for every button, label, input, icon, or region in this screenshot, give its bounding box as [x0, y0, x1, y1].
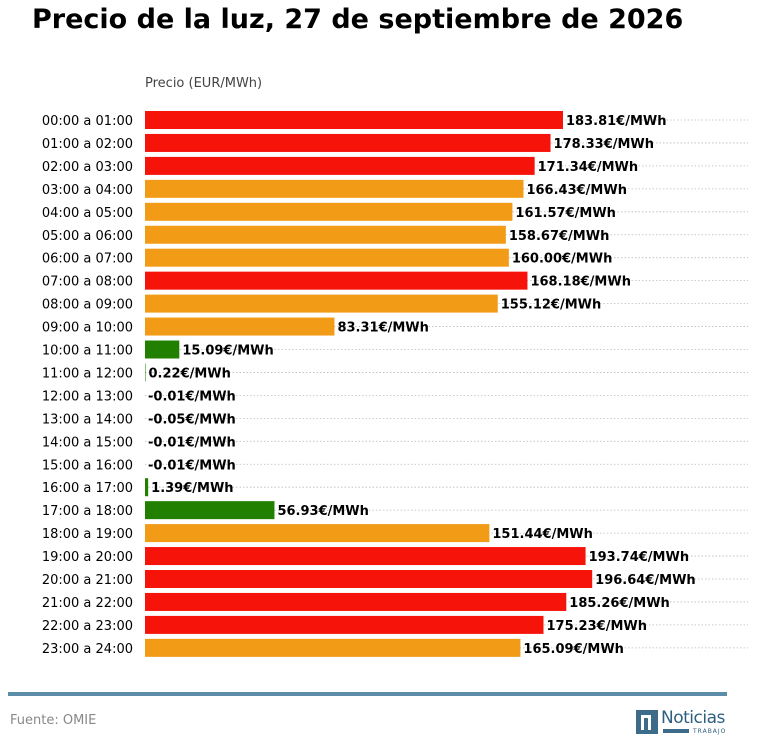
logo-subtext: TRABAJO [693, 728, 727, 735]
bar [145, 248, 509, 267]
bar [145, 638, 521, 657]
logo-bar [663, 729, 689, 733]
value-label: 175.23€/MWh [546, 619, 647, 634]
value-label: 178.33€/MWh [554, 137, 655, 152]
value-label: 1.39€/MWh [151, 481, 233, 496]
value-label: -0.01€/MWh [148, 389, 236, 404]
category-label: 20:00 a 21:00 [42, 573, 133, 588]
bar [145, 570, 593, 588]
category-label: 22:00 a 23:00 [42, 619, 133, 634]
category-label: 04:00 a 05:00 [42, 206, 133, 221]
category-label: 14:00 a 15:00 [42, 435, 133, 450]
bar [145, 524, 490, 543]
bar [145, 615, 544, 634]
value-label: 161.57€/MWh [515, 206, 616, 221]
value-label: 151.44€/MWh [492, 527, 593, 542]
bars-group [145, 111, 593, 657]
bar [145, 501, 275, 520]
value-label: 15.09€/MWh [182, 344, 273, 359]
category-label: 02:00 a 03:00 [42, 160, 133, 175]
value-label: 193.74€/MWh [589, 550, 690, 565]
category-label: 19:00 a 20:00 [42, 550, 133, 565]
category-label: 23:00 a 24:00 [42, 642, 133, 657]
category-label: 11:00 a 12:00 [42, 366, 133, 381]
grid-lines [145, 119, 748, 649]
bar [145, 478, 149, 497]
value-label: -0.05€/MWh [148, 412, 236, 427]
source-text: Fuente: OMIE [10, 713, 97, 728]
bar [145, 202, 513, 221]
value-label: 185.26€/MWh [569, 596, 670, 611]
value-label: 165.09€/MWh [523, 642, 624, 657]
category-label: 08:00 a 09:00 [42, 298, 133, 313]
logo-mark-icon [636, 710, 658, 734]
category-label: 12:00 a 13:00 [42, 389, 133, 404]
category-label: 18:00 a 19:00 [42, 527, 133, 542]
bar [145, 294, 498, 313]
value-label: 196.64€/MWh [595, 573, 696, 588]
category-label: 15:00 a 16:00 [42, 458, 133, 473]
bar [145, 179, 524, 198]
bar [145, 363, 146, 382]
noticias-trabajo-logo: Noticias TRABAJO [636, 708, 736, 738]
category-label: 16:00 a 17:00 [42, 481, 133, 496]
bar [145, 111, 563, 129]
category-label: 17:00 a 18:00 [42, 504, 133, 519]
category-label: 06:00 a 07:00 [42, 252, 133, 267]
bar [145, 271, 528, 290]
value-label: -0.01€/MWh [148, 435, 236, 450]
bar [145, 225, 506, 244]
value-label: 56.93€/MWh [277, 504, 368, 519]
footer-rule [8, 692, 727, 696]
value-label: 83.31€/MWh [337, 321, 428, 336]
bar [145, 156, 535, 175]
logo-wordmark: Noticias [661, 708, 725, 728]
bar [145, 133, 551, 152]
value-labels: 183.81€/MWh 178.33€/MWh 171.34€/MWh 166.43€… [148, 114, 696, 657]
value-label: 155.12€/MWh [501, 298, 602, 313]
value-label: 168.18€/MWh [530, 275, 631, 290]
category-label: 05:00 a 06:00 [42, 229, 133, 244]
value-label: 166.43€/MWh [526, 183, 627, 198]
category-label: 01:00 a 02:00 [42, 137, 133, 152]
category-label: 09:00 a 10:00 [42, 321, 133, 336]
bar [145, 340, 180, 359]
value-label: -0.01€/MWh [148, 458, 236, 473]
value-label: 160.00€/MWh [512, 252, 613, 267]
bar [145, 317, 335, 336]
category-label: 21:00 a 22:00 [42, 596, 133, 611]
category-label: 03:00 a 04:00 [42, 183, 133, 198]
category-label: 07:00 a 08:00 [42, 275, 133, 290]
chart-title: Precio de la luz, 27 de septiembre de 20… [32, 4, 684, 35]
category-label: 13:00 a 14:00 [42, 412, 133, 427]
category-label: 10:00 a 11:00 [42, 344, 133, 359]
value-label: 171.34€/MWh [538, 160, 639, 175]
bar [145, 547, 586, 566]
bar-chart: Precio (EUR/MWh) 00:00 a 01:00 01:00 a 02… [42, 76, 748, 657]
value-label: 183.81€/MWh [566, 114, 667, 129]
category-labels: 00:00 a 01:00 01:00 a 02:00 02:00 a 03:00 0… [42, 114, 133, 657]
category-label: 00:00 a 01:00 [42, 114, 133, 129]
value-label: 0.22€/MWh [149, 366, 231, 381]
x-axis-label: Precio (EUR/MWh) [145, 76, 262, 91]
bar [145, 592, 567, 611]
value-label: 158.67€/MWh [509, 229, 610, 244]
